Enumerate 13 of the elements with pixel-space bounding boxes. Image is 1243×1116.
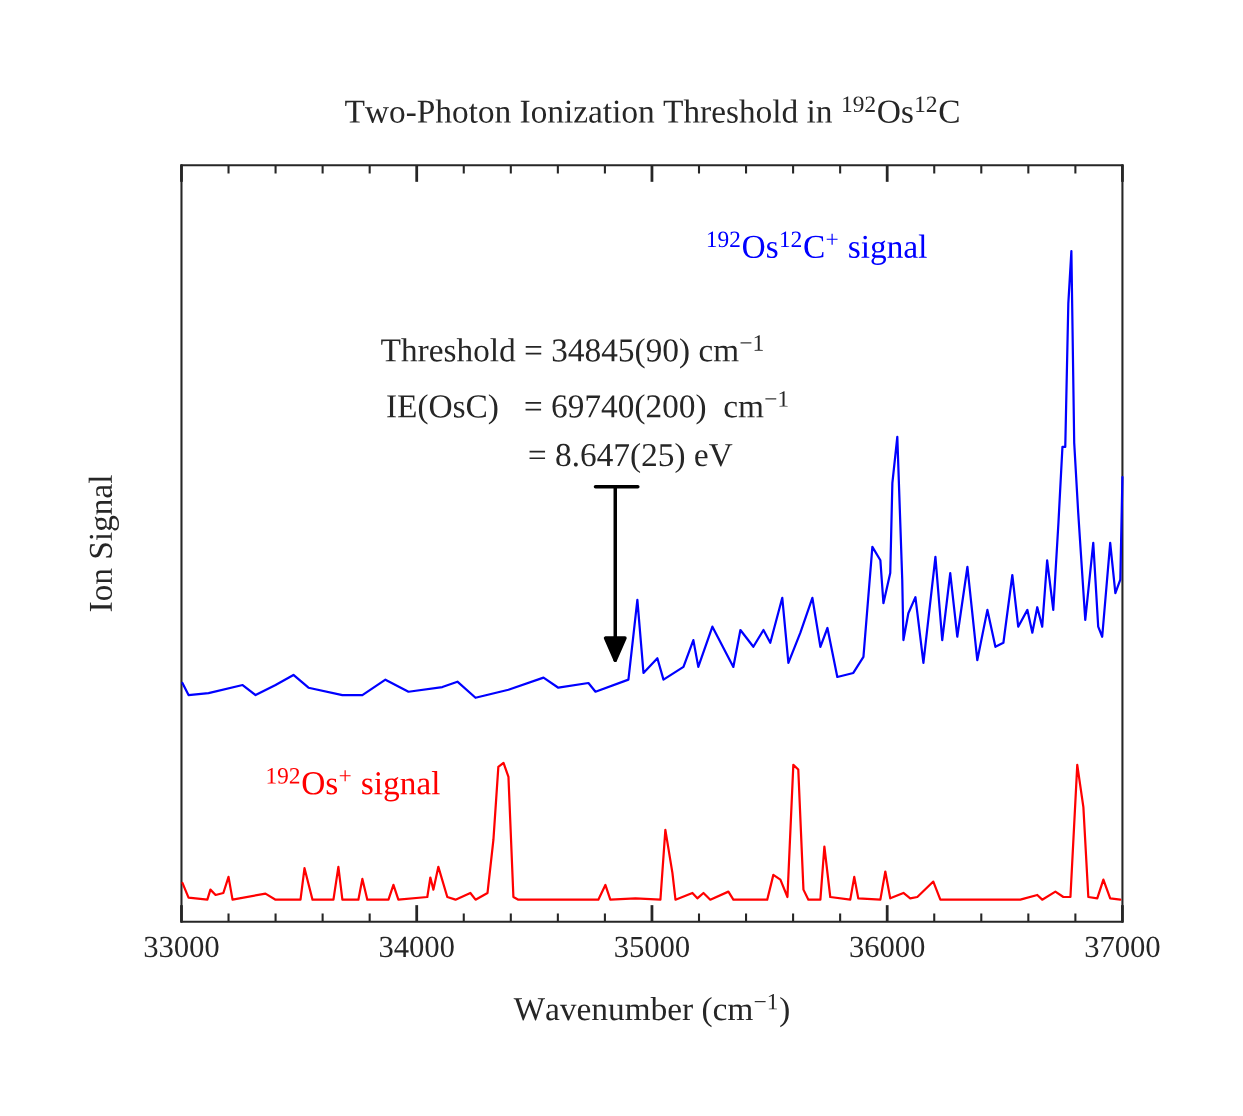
text: $^{192}$Os$^{12}$C$^{+}$ signal [707, 231, 927, 265]
annotation: = 8.647(25) eV [529, 442, 733, 474]
annotation: IE(OsC) = 69740(200) cm$^{−1}$ [387, 391, 788, 425]
annotation: Threshold = 34845(90) cm$^{−1}$ [381, 335, 763, 369]
x-tick-label: 34000 [379, 936, 454, 958]
x-tick-label: 35000 [615, 936, 689, 958]
x-axis-title: Wavenumber (cm$^{−1}$) [513, 993, 789, 1028]
chart-title: Two-Photon Ionization Threshold in $^{192}$Os$^{12}$C [345, 96, 959, 123]
series-label: $^{192}$Os$^{+}$ signal [267, 768, 440, 802]
y-axis-title: Ion Signal [88, 475, 119, 612]
x-tick-label: 37000 [1085, 936, 1160, 958]
x-tick-label: 36000 [850, 936, 925, 958]
x-tick-label: 33000 [144, 936, 219, 958]
